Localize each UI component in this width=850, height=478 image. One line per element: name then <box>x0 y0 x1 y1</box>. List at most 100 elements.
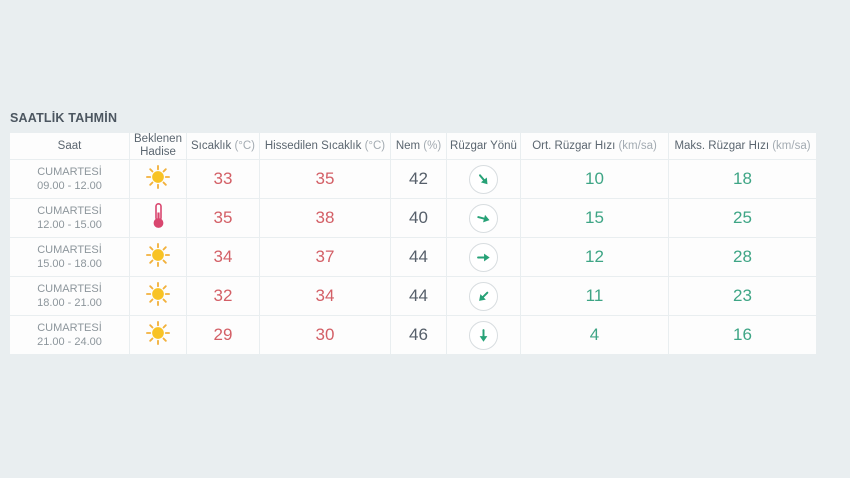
max-wind-value: 25 <box>733 208 752 228</box>
feels-like-value: 30 <box>315 325 335 345</box>
forecast-row: CUMARTESİ 12.00 - 15.00 <box>10 199 816 238</box>
temperature-cell: 29 <box>187 316 259 355</box>
max-wind-cell: 28 <box>669 238 816 277</box>
temperature-cell: 35 <box>187 199 259 238</box>
feels-like-cell: 37 <box>260 238 390 277</box>
time-range-label: 18.00 - 21.00 <box>37 297 102 310</box>
feels-like-value: 35 <box>315 169 335 189</box>
feels-like-value: 38 <box>315 208 335 228</box>
day-label: CUMARTESİ <box>37 322 102 335</box>
wind-direction-icon <box>469 164 498 194</box>
wind-direction-icon <box>469 203 498 233</box>
humidity-cell: 44 <box>391 277 446 316</box>
max-wind-value: 16 <box>733 325 752 345</box>
time-cell: CUMARTESİ 09.00 - 12.00 <box>10 160 129 199</box>
time-cell: CUMARTESİ 21.00 - 24.00 <box>10 316 129 355</box>
sun-icon <box>145 164 171 190</box>
forecast-row: CUMARTESİ 21.00 - 24.00 <box>10 316 816 355</box>
feels-like-cell: 30 <box>260 316 390 355</box>
day-label: CUMARTESİ <box>37 205 102 218</box>
max-wind-value: 18 <box>733 169 752 189</box>
condition-cell <box>130 277 186 316</box>
wind-direction-cell <box>447 199 520 238</box>
column-header-beklenen-hadise: Beklenen Hadise <box>130 133 186 160</box>
wind-direction-icon <box>469 281 498 311</box>
temperature-cell: 33 <box>187 160 259 199</box>
forecast-row: CUMARTESİ 15.00 - 18.00 <box>10 238 816 277</box>
max-wind-value: 23 <box>733 286 752 306</box>
humidity-cell: 40 <box>391 199 446 238</box>
temperature-value: 33 <box>213 169 233 189</box>
avg-wind-value: 10 <box>585 169 604 189</box>
time-range-label: 09.00 - 12.00 <box>37 180 102 193</box>
column-header-maks-ruzgar-hizi: Maks. Rüzgar Hızı (km/sa) <box>669 133 816 160</box>
condition-cell <box>130 199 186 238</box>
humidity-value: 44 <box>409 247 428 267</box>
wind-direction-cell <box>447 160 520 199</box>
temperature-cell: 34 <box>187 238 259 277</box>
wind-direction-icon <box>469 320 498 350</box>
feels-like-value: 37 <box>315 247 335 267</box>
max-wind-cell: 23 <box>669 277 816 316</box>
temperature-cell: 32 <box>187 277 259 316</box>
avg-wind-cell: 10 <box>521 160 668 199</box>
max-wind-cell: 18 <box>669 160 816 199</box>
day-label: CUMARTESİ <box>37 244 102 257</box>
max-wind-cell: 25 <box>669 199 816 238</box>
day-label: CUMARTESİ <box>37 166 102 179</box>
condition-cell <box>130 160 186 199</box>
day-label: CUMARTESİ <box>37 283 102 296</box>
feels-like-cell: 38 <box>260 199 390 238</box>
max-wind-value: 28 <box>733 247 752 267</box>
avg-wind-value: 4 <box>589 325 600 345</box>
humidity-cell: 44 <box>391 238 446 277</box>
wind-direction-cell <box>447 277 520 316</box>
avg-wind-value: 15 <box>585 208 604 228</box>
column-header-ort-ruzgar-hizi: Ort. Rüzgar Hızı (km/sa) <box>521 133 668 160</box>
wind-direction-icon <box>469 242 498 272</box>
time-cell: CUMARTESİ 15.00 - 18.00 <box>10 238 129 277</box>
wind-direction-cell <box>447 238 520 277</box>
time-range-label: 12.00 - 15.00 <box>37 219 102 232</box>
avg-wind-cell: 15 <box>521 199 668 238</box>
avg-wind-cell: 11 <box>521 277 668 316</box>
humidity-value: 46 <box>409 325 428 345</box>
forecast-row: CUMARTESİ 09.00 - 12.00 <box>10 160 816 199</box>
humidity-cell: 46 <box>391 316 446 355</box>
page-title: SAATLİK TAHMİN <box>10 111 118 125</box>
thermometer-icon <box>152 202 165 229</box>
avg-wind-cell: 4 <box>521 316 668 355</box>
column-header-ruzgar-yonu: Rüzgar Yönü <box>447 133 520 160</box>
sun-icon <box>145 242 171 268</box>
temperature-value: 29 <box>213 325 233 345</box>
humidity-cell: 42 <box>391 160 446 199</box>
hourly-forecast-table: Saat Beklenen Hadise Sıcaklık (°C) Hisse… <box>9 132 817 355</box>
time-range-label: 15.00 - 18.00 <box>37 258 102 271</box>
condition-cell <box>130 238 186 277</box>
time-cell: CUMARTESİ 18.00 - 21.00 <box>10 277 129 316</box>
column-header-hissedilen-sicaklik: Hissedilen Sıcaklık (°C) <box>260 133 390 160</box>
forecast-row: CUMARTESİ 18.00 - 21.00 <box>10 277 816 316</box>
condition-cell <box>130 316 186 355</box>
temperature-value: 35 <box>213 208 233 228</box>
column-header-nem: Nem (%) <box>391 133 446 160</box>
humidity-value: 44 <box>409 286 428 306</box>
feels-like-cell: 35 <box>260 160 390 199</box>
avg-wind-value: 11 <box>585 286 604 306</box>
table-header-row: Saat Beklenen Hadise Sıcaklık (°C) Hisse… <box>10 133 816 160</box>
column-header-saat: Saat <box>10 133 129 160</box>
temperature-value: 34 <box>213 247 233 267</box>
avg-wind-cell: 12 <box>521 238 668 277</box>
sun-icon <box>145 320 171 346</box>
wind-direction-cell <box>447 316 520 355</box>
temperature-value: 32 <box>213 286 233 306</box>
humidity-value: 42 <box>409 169 428 189</box>
avg-wind-value: 12 <box>585 247 604 267</box>
sun-icon <box>145 281 171 307</box>
column-header-sicaklik: Sıcaklık (°C) <box>187 133 259 160</box>
humidity-value: 40 <box>409 208 428 228</box>
feels-like-cell: 34 <box>260 277 390 316</box>
time-range-label: 21.00 - 24.00 <box>37 336 102 349</box>
max-wind-cell: 16 <box>669 316 816 355</box>
time-cell: CUMARTESİ 12.00 - 15.00 <box>10 199 129 238</box>
